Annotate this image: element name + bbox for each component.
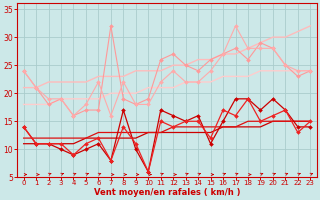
- X-axis label: Vent moyen/en rafales ( km/h ): Vent moyen/en rafales ( km/h ): [94, 188, 240, 197]
